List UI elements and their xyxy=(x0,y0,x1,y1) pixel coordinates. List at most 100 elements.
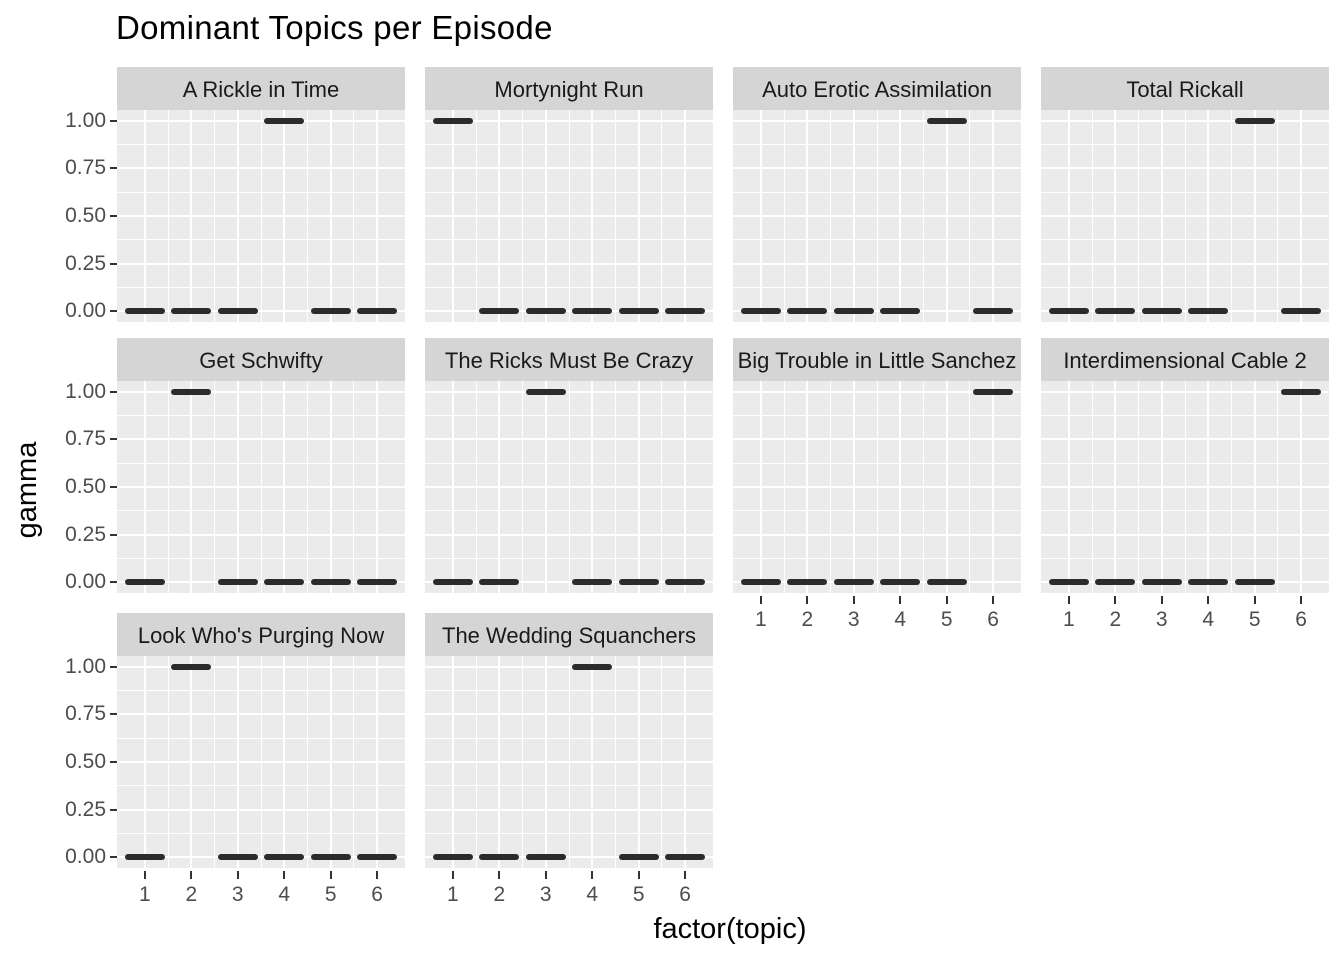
gridline-major-v xyxy=(236,110,239,322)
gridline-minor-v xyxy=(1230,381,1232,593)
gridline-minor-v xyxy=(475,381,477,593)
gamma-dash-topic-1 xyxy=(1048,579,1089,586)
y-axis-tick xyxy=(110,390,117,393)
gamma-dash-topic-1 xyxy=(124,579,165,586)
gridline-major-v xyxy=(451,110,454,322)
x-axis-tick xyxy=(143,871,146,879)
gridline-major-v xyxy=(1160,110,1163,322)
gamma-dash-topic-1 xyxy=(1048,308,1089,315)
gridline-minor-v xyxy=(661,381,663,593)
facet-strip: Mortynight Run xyxy=(425,67,713,110)
y-axis-tick xyxy=(110,119,117,122)
gamma-dash-topic-5 xyxy=(310,579,351,586)
facet-title: Auto Erotic Assimilation xyxy=(762,77,992,102)
gridline-major-v xyxy=(329,381,332,593)
gamma-dash-topic-2 xyxy=(479,308,520,315)
facet-title: The Wedding Squanchers xyxy=(442,623,696,648)
facet-title: The Ricks Must Be Crazy xyxy=(444,348,694,373)
gridline-minor-v xyxy=(1091,110,1093,322)
x-tick-label: 4 xyxy=(278,883,291,906)
x-axis-tick xyxy=(1300,596,1303,604)
y-tick-label: 0.75 xyxy=(65,702,106,726)
x-axis-tick xyxy=(1114,596,1117,604)
facet-panel xyxy=(117,656,405,868)
x-axis-tick xyxy=(806,596,809,604)
x-axis-tick xyxy=(899,596,902,604)
gridline-minor-v xyxy=(783,381,785,593)
gridline-minor-v xyxy=(922,110,924,322)
gridline-minor-v xyxy=(260,110,262,322)
gamma-dash-topic-2 xyxy=(171,308,212,315)
x-tick-label: 1 xyxy=(139,883,151,906)
facet-panel xyxy=(117,381,405,593)
gridline-minor-v xyxy=(167,381,169,593)
gridline-minor-v xyxy=(783,110,785,322)
facet-interdimensional-cable-2: Interdimensional Cable 2 1 2 3 4 5 6 xyxy=(1041,338,1329,653)
gamma-dash-topic-4 xyxy=(1188,579,1229,586)
gamma-dash-topic-2 xyxy=(479,579,520,586)
gamma-dash-topic-5 xyxy=(1234,579,1275,586)
facet-panel xyxy=(1041,381,1329,593)
x-axis-tick xyxy=(1207,596,1210,604)
gridline-major-v xyxy=(945,110,948,322)
gridline-minor-v xyxy=(353,381,355,593)
gamma-dash-topic-6 xyxy=(1281,388,1322,395)
facet-strip: Auto Erotic Assimilation xyxy=(733,67,1021,110)
gamma-dash-topic-5 xyxy=(310,308,351,315)
facet-panel xyxy=(425,381,713,593)
y-tick-label: 1.00 xyxy=(65,108,106,132)
gridline-major-v xyxy=(1160,381,1163,593)
x-tick-label: 6 xyxy=(371,883,383,906)
facet-the-ricks-must-be-crazy: The Ricks Must Be Crazy xyxy=(425,338,713,653)
gamma-dash-topic-3 xyxy=(217,308,258,315)
x-axis-tick xyxy=(684,871,687,879)
x-axis-tick xyxy=(637,871,640,879)
gridline-minor-v xyxy=(614,656,616,868)
gridline-major-v xyxy=(376,110,379,322)
x-axis-tick xyxy=(544,871,547,879)
x-tick-label: 4 xyxy=(1202,608,1215,631)
gamma-dash-topic-1 xyxy=(432,117,473,124)
facet-the-wedding-squanchers: The Wedding Squanchers 1 2 3 4 5 6 xyxy=(425,613,713,928)
facet-get-schwifty: Get Schwifty 1.00 0.75 0.50 0.25 0.00 xyxy=(65,338,405,653)
gridline-minor-v xyxy=(167,656,169,868)
y-tick-label: 0.50 xyxy=(65,750,106,773)
gamma-dash-topic-3 xyxy=(525,308,566,315)
y-axis-tick xyxy=(110,215,117,217)
gridline-minor-v xyxy=(475,656,477,868)
gamma-dash-topic-2 xyxy=(171,388,212,395)
gridline-major-v xyxy=(591,381,594,593)
gridline-minor-v xyxy=(1138,110,1140,322)
gridline-minor-v xyxy=(353,656,355,868)
gridline-major-v xyxy=(591,110,594,322)
gridline-minor-v xyxy=(1184,381,1186,593)
gridline-minor-v xyxy=(969,110,971,322)
facet-title: Total Rickall xyxy=(1126,77,1244,102)
gridline-major-v xyxy=(945,381,948,593)
gridline-minor-v xyxy=(1230,110,1232,322)
gamma-dash-topic-4 xyxy=(264,854,305,861)
facet-strip: Interdimensional Cable 2 xyxy=(1041,338,1329,381)
y-tick-label: 1.00 xyxy=(65,379,106,403)
y-axis-tick xyxy=(110,533,117,536)
gridline-minor-v xyxy=(661,656,663,868)
gridline-major-v xyxy=(759,110,762,322)
x-tick-label: 2 xyxy=(801,608,814,631)
gridline-major-v xyxy=(1114,381,1117,593)
gridline-major-v xyxy=(544,110,547,322)
gamma-dash-topic-3 xyxy=(1141,308,1182,315)
gridline-minor-v xyxy=(214,656,216,868)
facet-strip: Get Schwifty xyxy=(117,338,405,381)
gridline-major-v xyxy=(899,110,902,322)
gridline-minor-v xyxy=(568,656,570,868)
x-axis-tick xyxy=(591,871,594,879)
facet-panel xyxy=(733,381,1021,593)
gridline-minor-v xyxy=(522,656,524,868)
facet-strip: The Wedding Squanchers xyxy=(425,613,713,656)
y-axis-tick xyxy=(110,713,117,716)
y-tick-label: 1.00 xyxy=(65,654,106,678)
facet-panel xyxy=(733,110,1021,322)
gridline-minor-v xyxy=(661,110,663,322)
gridline-minor-v xyxy=(306,110,308,322)
facet-panel xyxy=(425,656,713,868)
